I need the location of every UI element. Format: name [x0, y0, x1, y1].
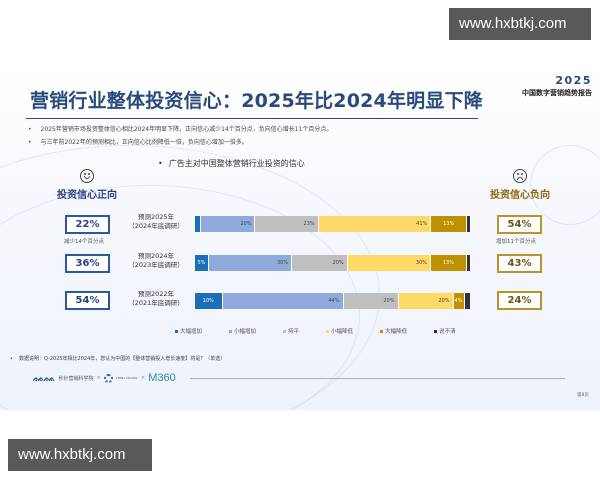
legend-label: 小幅增加 [234, 329, 257, 335]
bar-segment [466, 255, 470, 271]
watermark-top: www.hxbtkj.com [449, 8, 591, 40]
report-slide: 营销行业整体投资信心：2025年比2024年明显下降 2025 中国数字营销趋势… [0, 65, 600, 410]
logo-separator: × [140, 375, 146, 381]
bar-segment: 44% [222, 293, 344, 309]
legend-swatch-icon [229, 329, 233, 333]
bar-segment: 20% [343, 293, 399, 309]
legend-label: 小幅降低 [331, 329, 354, 335]
negative-header: 投资信心负向 [480, 169, 560, 201]
negative-value-2022: 24% [497, 291, 542, 310]
bar-segment: 30% [347, 255, 431, 271]
legend-swatch-icon [434, 329, 438, 333]
bar-segment: 23% [255, 216, 319, 232]
logo1-text: 秒针营销科学院 [58, 375, 94, 382]
brand-year: 2025 [555, 74, 592, 87]
legend-label: 大幅增加 [180, 329, 203, 335]
legend-item: 大幅增加 [175, 327, 202, 335]
positive-title: 投资信心正向 [57, 190, 117, 201]
footer-divider [190, 378, 565, 379]
legend-item: 小幅降低 [326, 327, 353, 335]
logo-separator: × [96, 375, 101, 381]
brand-name: 中国数字营销趋势报告 [522, 89, 592, 97]
row-label-2024: 预测2024年 （2023年底调研） [126, 252, 186, 270]
positive-value-2025: 22% [65, 215, 110, 234]
stacked-bar-2022: 10% 44% 20% 20% 4% [195, 293, 470, 309]
stacked-bar-2024: 5% 30% 20% 30% 13% [195, 255, 470, 271]
row-label-line: （2023年底调研） [128, 261, 184, 269]
positive-header: 投资信心正向 [52, 169, 122, 201]
sad-face-icon [513, 169, 527, 183]
row-label-line: （2021年底调研） [128, 299, 184, 307]
legend-label: 持平 [288, 329, 300, 335]
negative-value-2025: 54% [497, 215, 542, 234]
negative-title: 投资信心负向 [490, 190, 550, 201]
legend-swatch-icon [326, 329, 330, 333]
report-brand: 2025 中国数字营销趋势报告 [522, 74, 592, 98]
page-number: 第8页 [577, 393, 589, 398]
data-footnote: 数据说明：Q-2025年相比2024年，您认为中国的【整体营销投入增长速度】将是… [10, 355, 225, 362]
chart-title: 广告主对中国整体营销行业投资的信心 [158, 158, 305, 169]
bar-segment: 20% [292, 255, 348, 271]
legend-swatch-icon [283, 329, 287, 333]
row-label-line: 预测2024年 [137, 252, 175, 260]
bar-segment: 41% [318, 216, 432, 232]
stacked-bar-2025: 20% 23% 41% 13% [195, 216, 470, 232]
negative-value-2024: 43% [497, 254, 542, 273]
legend-swatch-icon [380, 329, 384, 333]
bar-segment [464, 293, 470, 309]
bar-segment: 5% [195, 255, 209, 271]
bullet-item: 与三年前2022年的预测相比，正向信心比例降低一倍，负向信心增加一倍多。 [28, 136, 332, 149]
bar-segment: 20% [398, 293, 454, 309]
miaozhen-logo-icon: ᨐᨐ [33, 372, 56, 384]
positive-value-2024: 36% [65, 254, 110, 273]
footer-logos: ᨐᨐ 秒针营销科学院 × CHINA DIGITAL × M360 [33, 372, 176, 384]
bar-segment: 30% [208, 255, 293, 271]
logo2-text: CHINA DIGITAL [115, 376, 138, 380]
row-label-2022: 预测2022年 （2021年底调研） [126, 290, 186, 308]
decorative-circle [530, 145, 600, 225]
negative-note: 增加11个百分点 [496, 239, 536, 245]
legend-label: 说不清 [439, 329, 456, 335]
row-label-line: （2024年底调研） [128, 222, 184, 230]
bar-segment: 20% [200, 216, 256, 232]
legend-item: 说不清 [434, 327, 456, 335]
positive-note: 减少14个百分点 [64, 239, 104, 245]
bar-segment [195, 216, 201, 232]
gear-logo-icon [103, 373, 113, 383]
summary-bullets: 2025年营销市场投资整体信心相比2024年明显下降，正向信心减少14个百分点，… [28, 123, 333, 149]
legend-item: 持平 [283, 327, 299, 335]
m360-logo: M360 [148, 372, 176, 384]
row-label-2025: 预测2025年 （2024年底调研） [126, 213, 186, 231]
positive-value-2022: 54% [65, 291, 110, 310]
smiley-face-icon [80, 169, 94, 183]
bar-segment: 13% [430, 255, 467, 271]
bar-segment [467, 216, 470, 232]
page-title: 营销行业整体投资信心：2025年比2024年明显下降 [30, 90, 483, 112]
chart-legend: 大幅增加 小幅增加 持平 小幅降低 大幅降低 说不清 [175, 327, 483, 335]
legend-item: 小幅增加 [229, 327, 256, 335]
bar-segment: 4% [453, 293, 465, 309]
legend-label: 大幅降低 [385, 329, 408, 335]
bar-segment: 13% [431, 216, 467, 232]
bar-segment: 10% [195, 293, 223, 309]
row-label-line: 预测2022年 [137, 290, 175, 298]
watermark-bottom: www.hxbtkj.com [8, 439, 152, 471]
title-divider [26, 118, 478, 119]
legend-swatch-icon [175, 329, 178, 333]
row-label-line: 预测2025年 [137, 213, 175, 221]
legend-item: 大幅降低 [380, 327, 407, 335]
bullet-item: 2025年营销市场投资整体信心相比2024年明显下降，正向信心减少14个百分点，… [28, 123, 333, 136]
